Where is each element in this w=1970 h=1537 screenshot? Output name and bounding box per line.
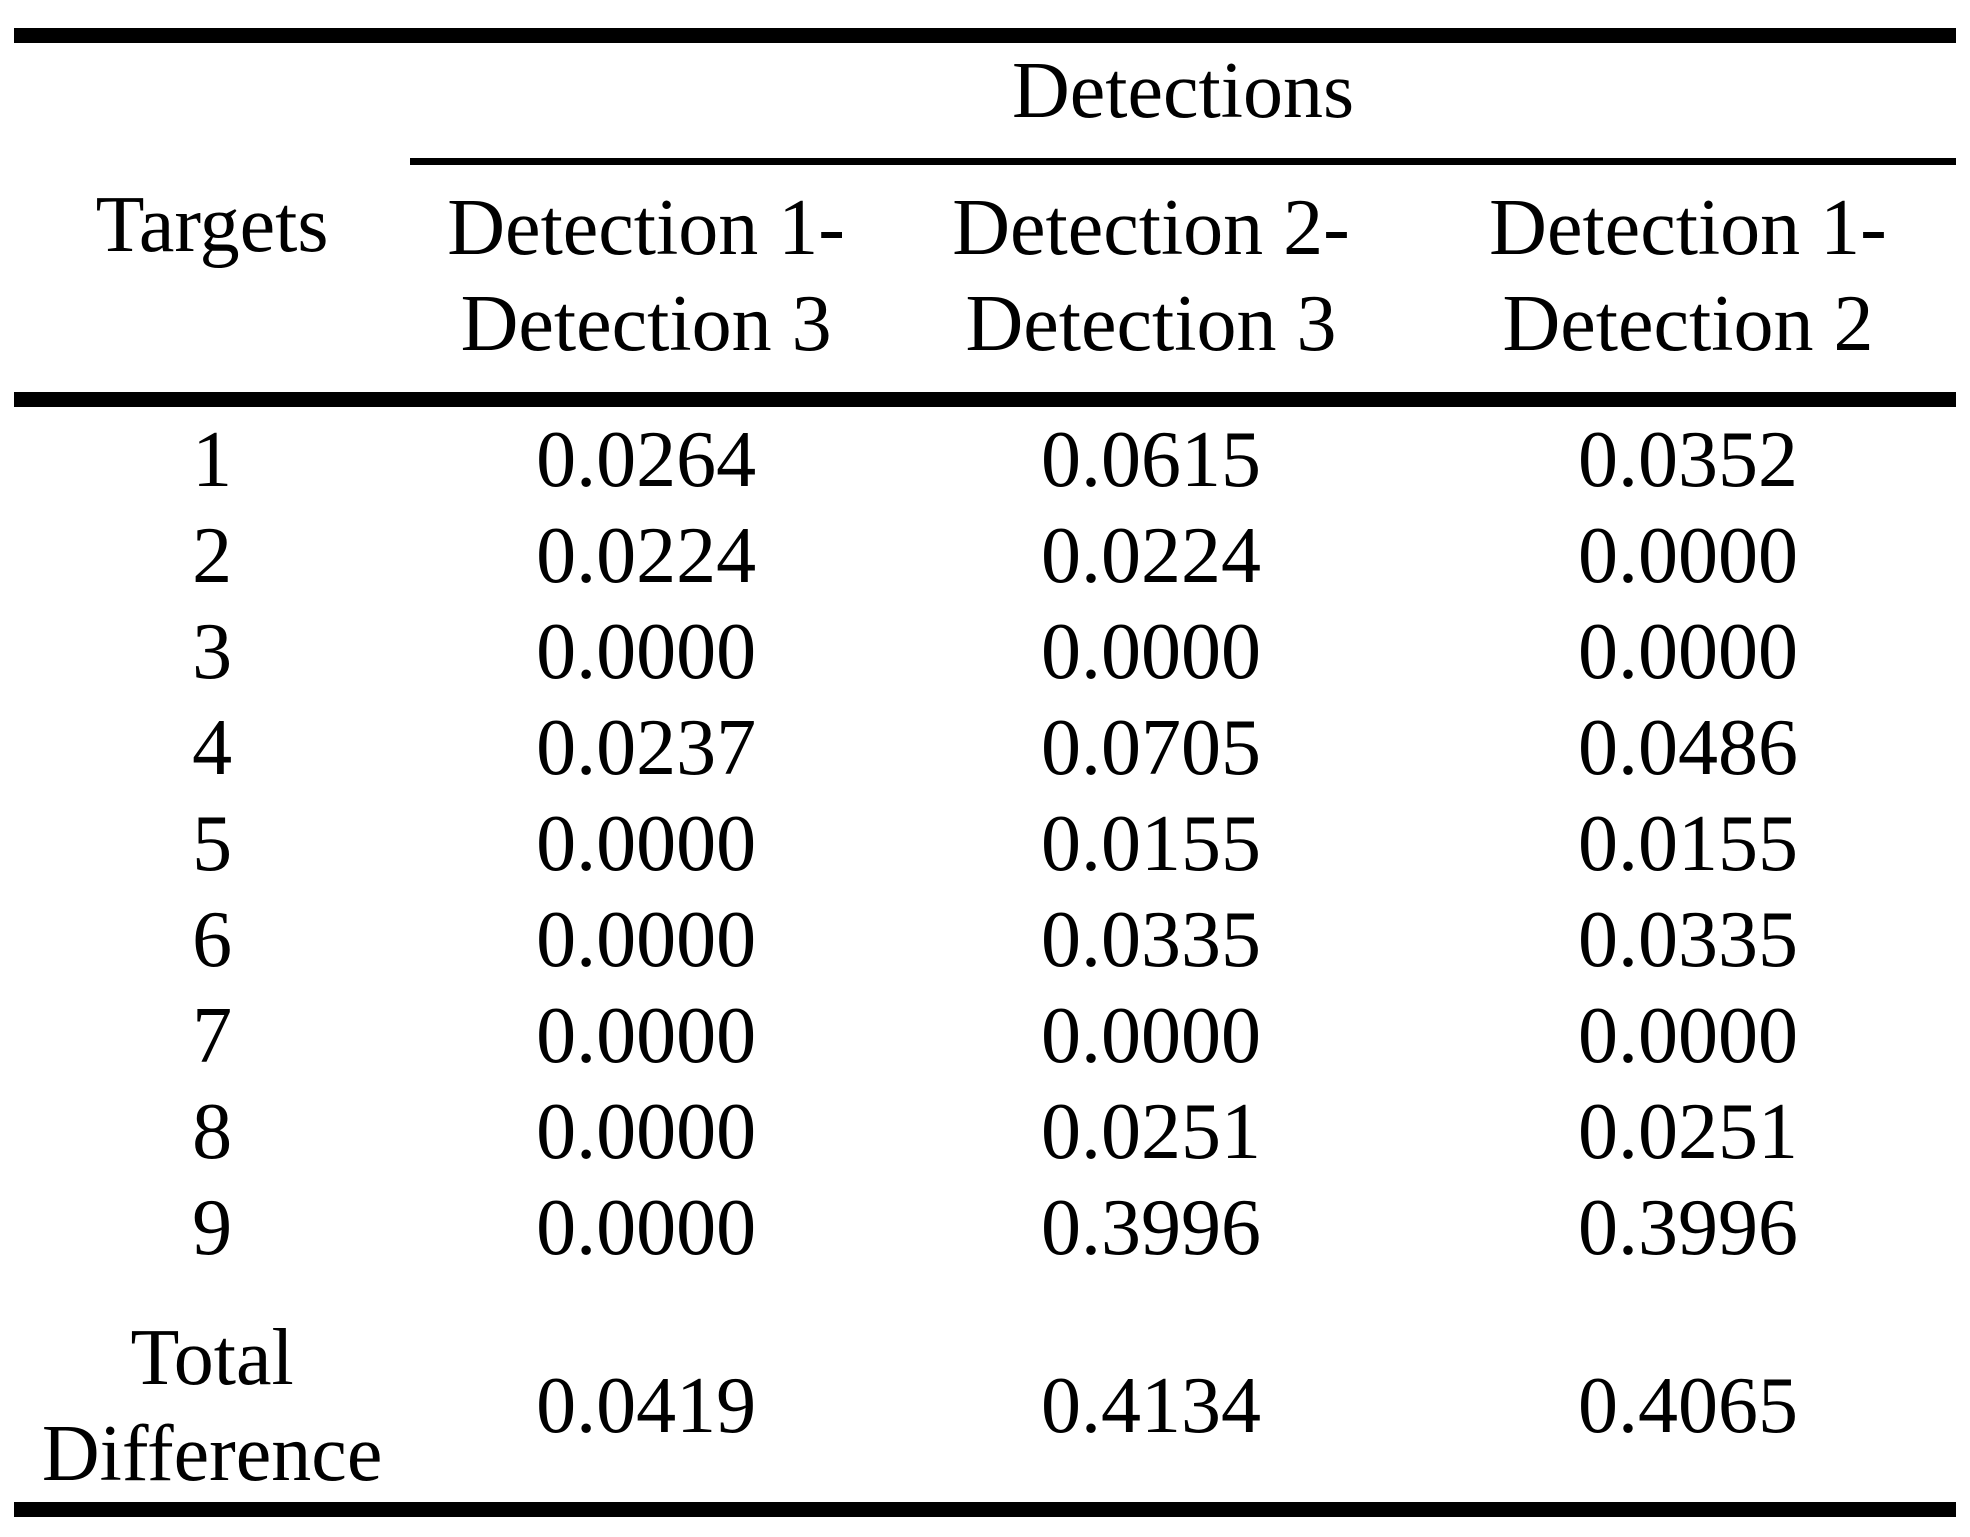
total-label-cell: Total Difference <box>14 1276 410 1510</box>
col-header-detection-1-minus-2: Detection 1- Detection 2 <box>1419 161 1956 407</box>
value-cell: 0.0000 <box>536 1088 757 1176</box>
value-cell: 0.0237 <box>536 704 757 792</box>
target-cell: 5 <box>192 800 233 888</box>
total-label-line1: Total <box>130 1314 294 1402</box>
col-header-line1: Detection 1- <box>1489 184 1887 272</box>
table-row: 4 0.0237 0.0705 0.0486 <box>14 700 1956 796</box>
total-value-cell: 0.4065 <box>1577 1362 1798 1450</box>
table-row: 2 0.0224 0.0224 0.0000 <box>14 508 1956 604</box>
col-header-line1: Detection 1- <box>447 184 845 272</box>
column-header-row: Targets Detection 1- Detection 3 Detecti… <box>14 161 1956 407</box>
total-row: Total Difference 0.0419 0.4134 0.4065 <box>14 1276 1956 1510</box>
value-cell: 0.0486 <box>1577 704 1798 792</box>
target-cell: 2 <box>192 512 233 600</box>
total-label-line2: Difference <box>41 1410 383 1498</box>
target-cell: 7 <box>192 992 233 1080</box>
value-cell: 0.0155 <box>1577 800 1798 888</box>
value-cell: 0.0335 <box>1041 896 1261 984</box>
col-header-line1: Detection 2- <box>952 184 1350 272</box>
value-cell: 0.3996 <box>1041 1184 1261 1272</box>
value-cell: 0.0000 <box>1577 992 1798 1080</box>
value-cell: 0.0352 <box>1577 416 1798 504</box>
target-cell: 9 <box>192 1184 233 1272</box>
value-cell: 0.0155 <box>1041 800 1261 888</box>
value-cell: 0.0000 <box>1041 992 1261 1080</box>
col-header-targets: Targets <box>14 161 411 407</box>
value-cell: 0.0224 <box>536 512 757 600</box>
table-row: 8 0.0000 0.0251 0.0251 <box>14 1084 1956 1180</box>
detections-table: Detections Targets Detection 1- Detectio… <box>14 28 1956 1517</box>
target-cell: 3 <box>192 608 233 696</box>
value-cell: 0.3996 <box>1577 1184 1798 1272</box>
table-row: 9 0.0000 0.3996 0.3996 <box>14 1180 1956 1276</box>
value-cell: 0.0000 <box>536 1184 757 1272</box>
value-cell: 0.0000 <box>1577 512 1798 600</box>
corner-cell <box>14 36 410 162</box>
table-row: 3 0.0000 0.0000 0.0000 <box>14 604 1956 700</box>
table-row: 7 0.0000 0.0000 0.0000 <box>14 988 1956 1084</box>
col-header-line2: Detection 2 <box>1502 280 1874 368</box>
col-header-detection-2-minus-3: Detection 2- Detection 3 <box>882 161 1420 407</box>
target-cell: 4 <box>192 704 233 792</box>
target-cell: 6 <box>192 896 233 984</box>
value-cell: 0.0000 <box>1577 608 1798 696</box>
total-value-cell: 0.0419 <box>536 1362 757 1450</box>
col-header-line2: Detection 3 <box>965 280 1337 368</box>
target-cell: 1 <box>192 416 233 504</box>
table-row: 5 0.0000 0.0155 0.0155 <box>14 796 1956 892</box>
value-cell: 0.0251 <box>1041 1088 1261 1176</box>
table-row: 1 0.0264 0.0615 0.0352 <box>14 400 1956 509</box>
total-value-cell: 0.4134 <box>1041 1362 1261 1450</box>
value-cell: 0.0000 <box>536 800 757 888</box>
spanner-row: Detections <box>14 35 1956 165</box>
col-header-line2: Detection 3 <box>460 280 832 368</box>
value-cell: 0.0000 <box>536 992 757 1080</box>
value-cell: 0.0615 <box>1041 416 1261 504</box>
col-header-targets-label: Targets <box>95 180 329 269</box>
value-cell: 0.0000 <box>536 896 757 984</box>
value-cell: 0.0000 <box>1041 608 1261 696</box>
target-cell: 8 <box>192 1088 233 1176</box>
value-cell: 0.0705 <box>1041 704 1261 792</box>
value-cell: 0.0264 <box>536 416 757 504</box>
value-cell: 0.0251 <box>1577 1088 1798 1176</box>
value-cell: 0.0224 <box>1041 512 1261 600</box>
col-header-detection-1-minus-3: Detection 1- Detection 3 <box>410 161 883 407</box>
value-cell: 0.0000 <box>536 608 757 696</box>
value-cell: 0.0335 <box>1577 896 1798 984</box>
spanner-header-detections: Detections <box>410 35 1956 165</box>
table-row: 6 0.0000 0.0335 0.0335 <box>14 892 1956 988</box>
